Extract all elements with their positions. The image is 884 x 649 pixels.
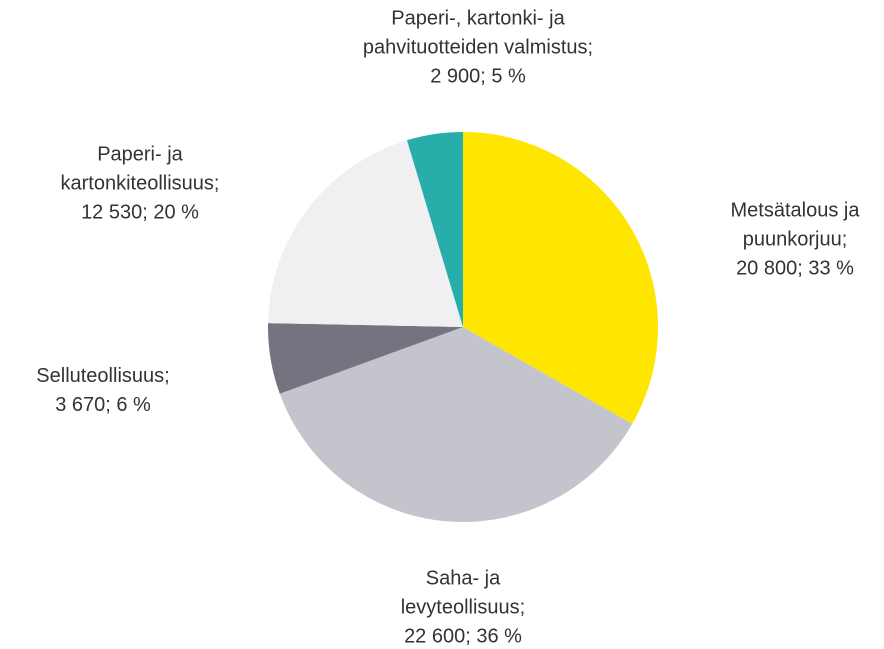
category-label: Saha- ja levyteollisuus;: [400, 567, 526, 619]
pie-slice: [406, 132, 463, 327]
value-label: 22 600; 36 %: [404, 625, 522, 648]
pie-slice: [279, 327, 633, 523]
slice-label: Paperi- ja kartonkiteollisuus; 12 530; 20…: [45, 141, 235, 228]
value-label: 12 530; 20 %: [81, 201, 199, 224]
slice-label: Saha- ja levyteollisuus; 22 600; 36 %: [383, 565, 543, 649]
value-label: 3 670; 6 %: [55, 394, 151, 416]
pie-slice: [463, 132, 658, 424]
pie-slice: [268, 323, 463, 394]
category-label: Selluteollisuus;: [36, 365, 170, 387]
slice-label: Selluteollisuus; 3 670; 6 %: [13, 362, 193, 420]
pie-slice: [268, 140, 463, 327]
value-label: 2 900; 5 %: [430, 65, 526, 88]
value-label: 20 800; 33 %: [736, 257, 854, 280]
slice-label: Paperi-, kartonki- ja pahvituotteiden va…: [348, 5, 608, 92]
category-label: Paperi- ja kartonkiteollisuus;: [60, 143, 220, 195]
slice-label: Metsätalous ja puunkorjuu; 20 800; 33 %: [708, 197, 883, 284]
category-label: Paperi-, kartonki- ja pahvituotteiden va…: [362, 7, 594, 59]
category-label: Metsätalous ja puunkorjuu;: [730, 199, 860, 251]
